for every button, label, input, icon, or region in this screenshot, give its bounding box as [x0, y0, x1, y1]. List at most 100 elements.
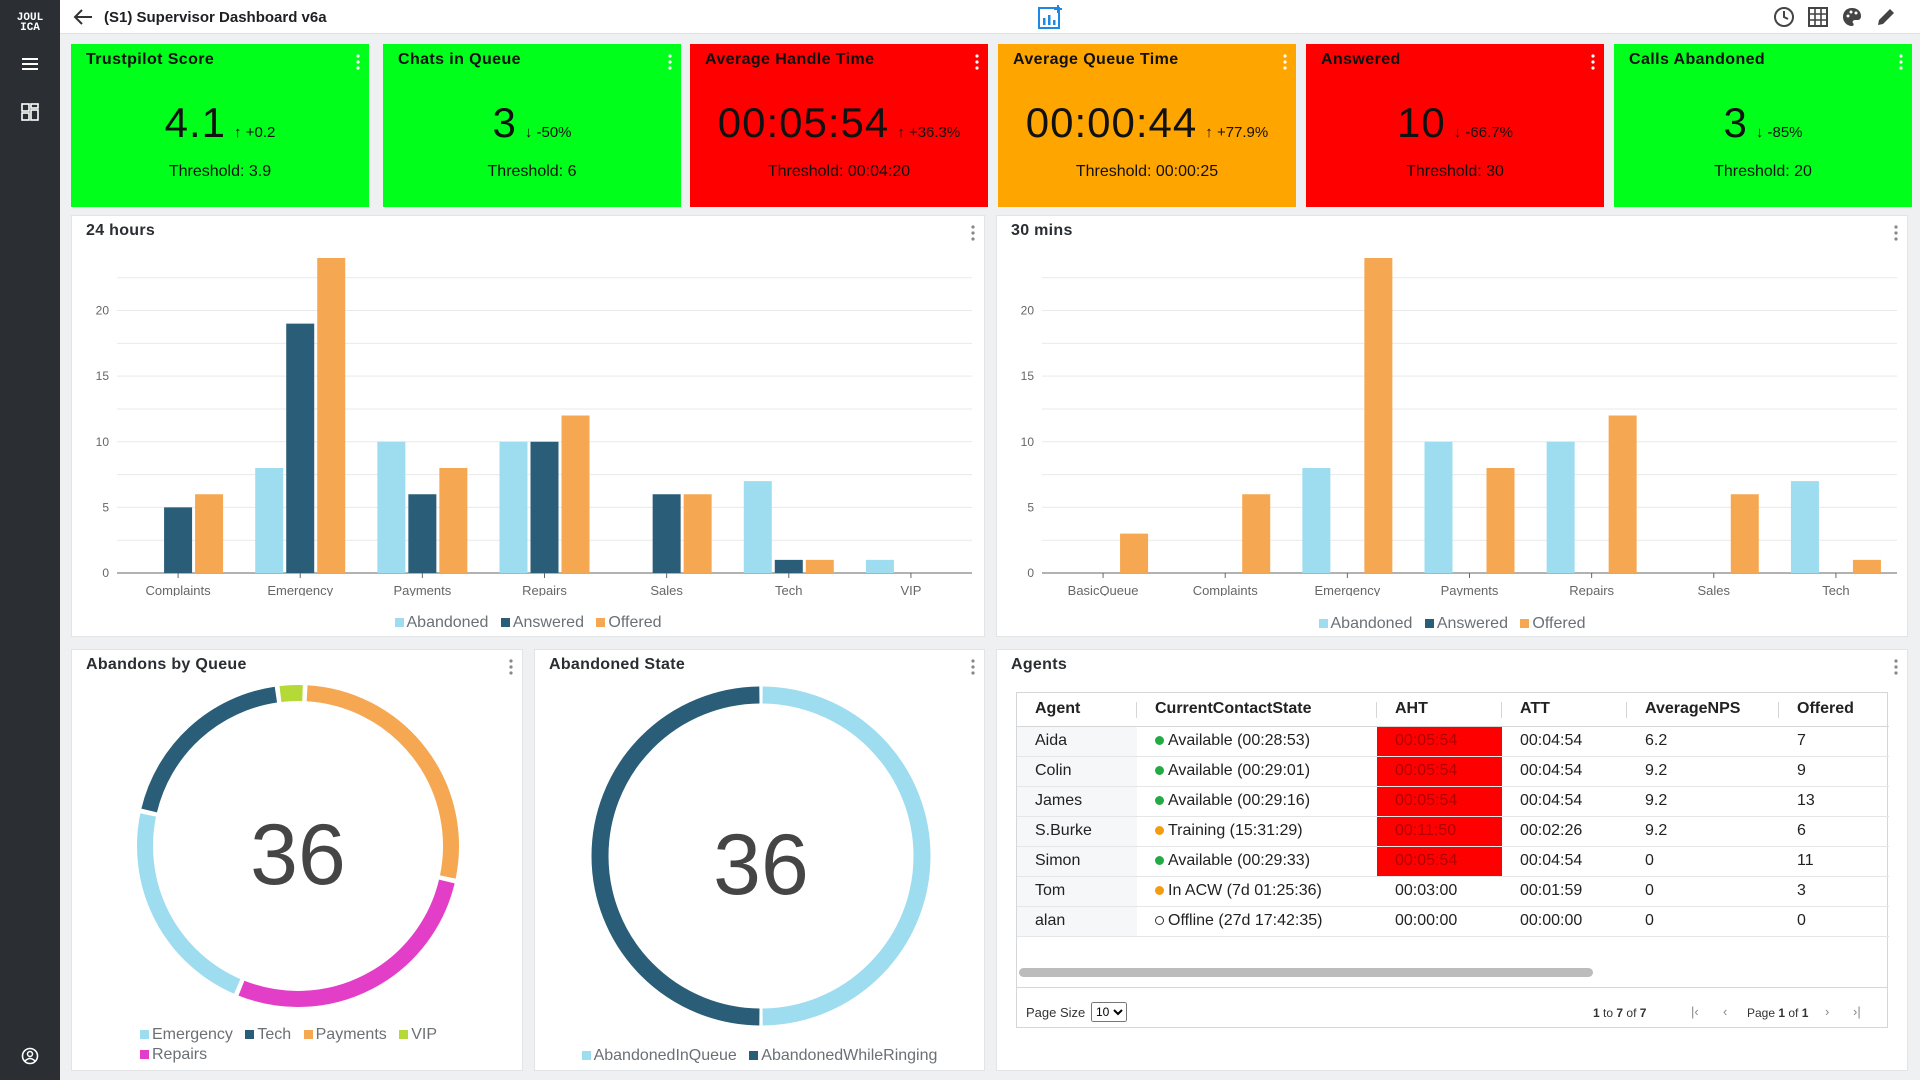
legend-item-answered[interactable]: Answered — [500, 614, 584, 632]
bar-offered[interactable] — [1852, 559, 1881, 573]
page-size-select[interactable]: 10 — [1091, 1002, 1127, 1022]
legend-item-abandoned[interactable]: Abandoned — [394, 614, 488, 632]
kebab-menu-icon[interactable] — [508, 658, 514, 676]
kebab-menu-icon[interactable] — [970, 658, 976, 676]
bar-answered[interactable] — [652, 494, 681, 573]
bar-offered[interactable] — [1486, 468, 1515, 573]
horizontal-scrollbar[interactable] — [1019, 968, 1593, 977]
arrow-left-icon[interactable] — [72, 7, 94, 27]
bar-answered[interactable] — [774, 559, 803, 573]
last-page-icon[interactable]: ›| — [1853, 1004, 1861, 1019]
donut-slice[interactable] — [279, 685, 303, 702]
pencil-icon[interactable] — [1874, 5, 1898, 29]
kebab-menu-icon[interactable] — [970, 224, 976, 242]
bar-offered[interactable] — [439, 468, 468, 573]
table-row[interactable]: alan Offline (27d 17:42:35) 00:00:00 00:00:… — [1017, 906, 1889, 937]
chart-title: Abandons by Queue — [86, 656, 247, 673]
bar-offered[interactable] — [1364, 258, 1393, 573]
user-circle-icon[interactable] — [18, 1044, 42, 1068]
bar-offered[interactable] — [683, 494, 712, 573]
legend-item-abandoned-while-ringing[interactable]: AbandonedWhileRinging — [749, 1047, 937, 1065]
column-header[interactable]: Agent — [1017, 693, 1137, 727]
bar-offered[interactable] — [805, 559, 834, 573]
bar-answered[interactable] — [164, 507, 193, 573]
cell-aht: 00:05:54 — [1377, 846, 1502, 877]
bar-abandoned[interactable] — [743, 481, 772, 573]
bar-abandoned[interactable] — [255, 468, 284, 573]
bar-offered[interactable] — [1242, 494, 1271, 573]
hamburger-icon[interactable] — [18, 52, 42, 76]
donut-slice[interactable] — [141, 686, 278, 813]
chart-add-icon[interactable] — [1036, 3, 1064, 31]
kebab-menu-icon[interactable] — [1282, 53, 1288, 71]
bar-abandoned[interactable] — [377, 441, 406, 573]
legend-item-abandoned[interactable]: Abandoned — [1318, 615, 1412, 633]
kebab-menu-icon[interactable] — [667, 53, 673, 71]
table-row[interactable]: Aida Available (00:28:53) 00:05:54 00:04:54… — [1017, 726, 1889, 757]
legend-item-answered[interactable]: Answered — [1424, 615, 1508, 633]
column-header[interactable]: Offered — [1779, 693, 1889, 727]
column-header[interactable]: AverageNPS — [1627, 693, 1779, 727]
bar-offered[interactable] — [195, 494, 224, 573]
legend-item-repairs[interactable]: Repairs — [140, 1045, 207, 1065]
bar-abandoned[interactable] — [865, 559, 894, 573]
grid-layout-icon[interactable] — [18, 100, 42, 124]
first-page-icon[interactable]: |‹ — [1691, 1004, 1699, 1019]
donut-slice[interactable] — [762, 686, 931, 1026]
bar-abandoned[interactable] — [1302, 468, 1331, 573]
cell-offered: 11 — [1779, 846, 1889, 877]
bar-offered[interactable] — [1608, 415, 1637, 574]
kpi-value: 3 — [492, 99, 517, 146]
kpi-title: Calls Abandoned — [1629, 51, 1766, 68]
table-row[interactable]: S.Burke Training (15:31:29) 00:11:50 00:02:… — [1017, 816, 1889, 847]
bar-offered[interactable] — [1730, 494, 1759, 573]
legend-item-tech[interactable]: Tech — [245, 1025, 291, 1045]
cell-offered: 7 — [1779, 726, 1889, 757]
kebab-menu-icon[interactable] — [974, 53, 980, 71]
bar-abandoned[interactable] — [1790, 481, 1819, 573]
column-header[interactable]: ATT — [1502, 693, 1627, 727]
legend-item-emergency[interactable]: Emergency — [140, 1025, 233, 1045]
x-tick-label: Payments — [1441, 583, 1499, 596]
donut-slice[interactable] — [137, 813, 241, 994]
kebab-menu-icon[interactable] — [1590, 53, 1596, 71]
table-row[interactable]: Colin Available (00:29:01) 00:05:54 00:04:5… — [1017, 756, 1889, 787]
palette-icon[interactable] — [1840, 5, 1864, 29]
kpi-delta: ↓ -66.7% — [1453, 124, 1513, 141]
bar-abandoned[interactable] — [1424, 441, 1453, 573]
legend-item-offered[interactable]: Offered — [1520, 615, 1586, 633]
donut-slice[interactable] — [306, 685, 459, 879]
column-header[interactable]: CurrentContactState — [1137, 693, 1377, 727]
bar-abandoned[interactable] — [1546, 441, 1575, 573]
bar-answered[interactable] — [530, 441, 559, 573]
table-row[interactable]: James Available (00:29:16) 00:05:54 00:04:5… — [1017, 786, 1889, 817]
next-page-icon[interactable]: › — [1825, 1004, 1830, 1019]
kpi-threshold: Threshold: 6 — [487, 163, 577, 180]
table-row[interactable]: Simon Available (00:29:33) 00:05:54 00:04:5… — [1017, 846, 1889, 877]
kebab-menu-icon[interactable] — [1893, 658, 1899, 676]
app-logo[interactable]: JOUL ICA — [16, 12, 44, 34]
table-row[interactable]: Tom In ACW (7d 01:25:36) 00:03:00 00:01:59 0… — [1017, 876, 1889, 907]
bar-offered[interactable] — [317, 258, 346, 573]
legend-item-vip[interactable]: VIP — [399, 1025, 437, 1045]
bar-abandoned[interactable] — [499, 441, 528, 573]
bar-answered[interactable] — [286, 323, 315, 573]
clock-icon[interactable] — [1772, 5, 1796, 29]
trend-arrow-icon: ↓ — [524, 124, 533, 141]
cell-offered: 6 — [1779, 816, 1889, 847]
legend-item-offered[interactable]: Offered — [596, 614, 662, 632]
bar-offered[interactable] — [561, 415, 590, 574]
bar-offered[interactable] — [1120, 533, 1149, 573]
table-icon[interactable] — [1806, 5, 1830, 29]
y-tick-label: 20 — [1021, 304, 1035, 318]
bar-answered[interactable] — [408, 494, 437, 573]
donut-slice[interactable] — [238, 879, 455, 1007]
kebab-menu-icon[interactable] — [1893, 224, 1899, 242]
column-header[interactable]: AHT — [1377, 693, 1502, 727]
kebab-menu-icon[interactable] — [1898, 53, 1904, 71]
kebab-menu-icon[interactable] — [355, 53, 361, 71]
legend-item-abandoned-in-queue[interactable]: AbandonedInQueue — [581, 1047, 737, 1065]
prev-page-icon[interactable]: ‹ — [1723, 1004, 1728, 1019]
legend-item-payments[interactable]: Payments — [303, 1025, 387, 1045]
donut-slice[interactable] — [591, 686, 760, 1026]
